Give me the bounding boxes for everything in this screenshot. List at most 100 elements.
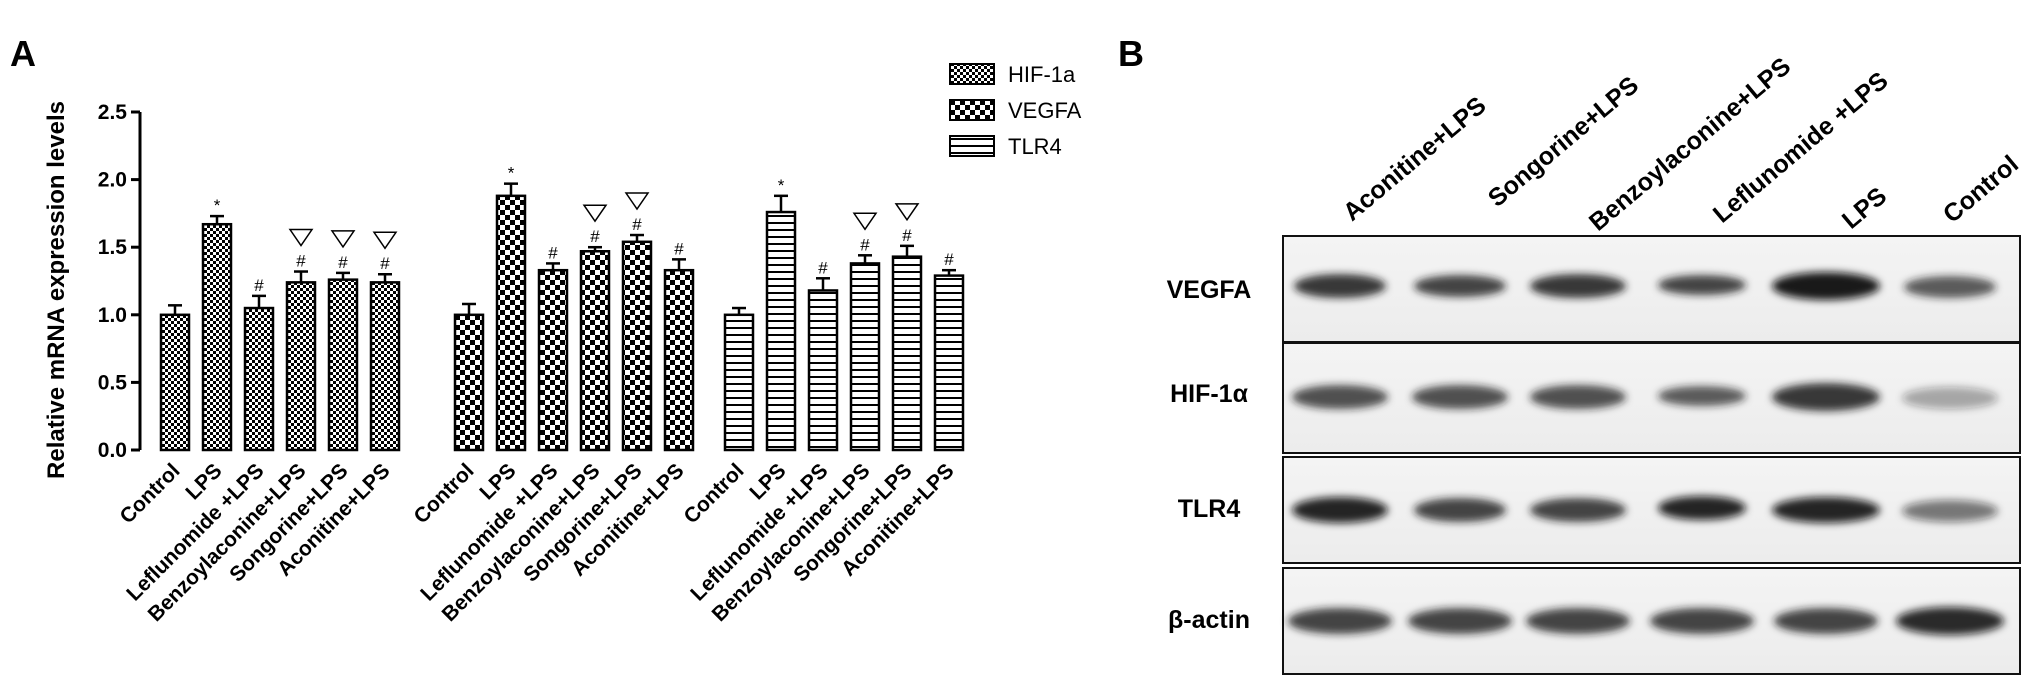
triangle-marker xyxy=(624,192,650,211)
panel-a-legend: HIF-1a VEGFA TLR4 xyxy=(949,62,1082,159)
blot-band xyxy=(1530,385,1626,409)
significance-marker: # xyxy=(944,250,954,269)
legend-swatch xyxy=(949,135,995,157)
bar xyxy=(933,274,965,452)
triangle-marker xyxy=(372,231,398,250)
blot-row-label: TLR4 xyxy=(1178,495,1241,523)
y-tick-label: 0.0 xyxy=(98,439,127,462)
y-tick-label: 2.0 xyxy=(98,169,127,192)
significance-marker: # xyxy=(902,226,912,245)
triangle-marker xyxy=(330,230,356,249)
blot-lane-label: Aconitine+LPS xyxy=(1338,91,1492,226)
blot-band xyxy=(1658,386,1746,406)
blot-band xyxy=(1658,496,1746,520)
significance-marker: # xyxy=(590,227,600,246)
blot-row-tlr4: TLR4 xyxy=(1178,456,2021,564)
panel-a-axes: 0.0 0.5 1.0 1.5 2.0 2.5 xyxy=(98,101,142,462)
blot-band xyxy=(1414,498,1506,522)
y-tick-label: 0.5 xyxy=(98,371,128,394)
significance-marker: # xyxy=(632,215,642,234)
legend-label: TLR4 xyxy=(1008,134,1062,159)
bar xyxy=(663,268,695,452)
bar xyxy=(723,313,755,452)
category-label: Control xyxy=(679,459,748,528)
significance-marker: * xyxy=(508,164,515,183)
triangle-marker xyxy=(894,203,920,222)
blot-lane-label: Control xyxy=(1938,150,2024,229)
blot-band xyxy=(1288,608,1392,634)
bar xyxy=(243,306,275,452)
blot-band xyxy=(1772,272,1880,300)
significance-marker: # xyxy=(296,252,306,271)
triangle-marker xyxy=(852,212,878,231)
legend-label: HIF-1a xyxy=(1008,62,1076,87)
blot-membrane xyxy=(1282,342,2021,454)
panel-a-letter: A xyxy=(10,33,36,74)
bar xyxy=(579,250,611,452)
y-tick-label: 2.5 xyxy=(98,101,128,124)
significance-marker: # xyxy=(254,276,264,295)
significance-marker: # xyxy=(674,239,684,258)
triangle-marker xyxy=(288,228,314,247)
bar xyxy=(201,222,233,452)
triangle-marker xyxy=(582,204,608,223)
significance-marker: # xyxy=(338,253,348,272)
blot-row-label: HIF-1α xyxy=(1170,380,1249,408)
blot-membrane xyxy=(1282,235,2021,343)
blot-lane-label: LPS xyxy=(1837,182,1892,235)
blot-row-hif1a: HIF-1α xyxy=(1170,342,2021,454)
y-axis-title: Relative mRNA expression levels xyxy=(43,101,70,479)
y-tick-label: 1.0 xyxy=(98,304,127,327)
blot-band xyxy=(1408,608,1512,634)
blot-membrane xyxy=(1282,456,2021,564)
blot-row-label: β-actin xyxy=(1168,606,1250,634)
significance-marker: # xyxy=(860,235,870,254)
bar xyxy=(765,210,797,452)
blot-band xyxy=(1292,385,1388,409)
panel-a-bars: * # # # # * # # # # * # # # # xyxy=(159,164,965,452)
blot-band xyxy=(1658,275,1746,295)
significance-marker: * xyxy=(778,176,785,195)
legend-swatch xyxy=(949,99,995,121)
blot-band xyxy=(1530,498,1626,522)
panel-b-letter: B xyxy=(1118,33,1144,74)
blot-band xyxy=(1902,500,1998,522)
blot-band xyxy=(1902,387,1998,409)
category-label: Control xyxy=(409,459,478,528)
blot-row-label: VEGFA xyxy=(1167,276,1252,304)
blot-band xyxy=(1896,607,2004,635)
significance-marker: # xyxy=(818,258,828,277)
bar xyxy=(453,313,485,452)
blot-band xyxy=(1772,383,1880,411)
bar xyxy=(891,255,923,452)
bar xyxy=(369,281,401,452)
bar xyxy=(327,278,359,452)
blot-band xyxy=(1650,608,1754,634)
blot-band xyxy=(1412,385,1508,409)
blot-row-beta-actin: β-actin xyxy=(1168,567,2021,675)
bar xyxy=(159,313,191,452)
blot-band xyxy=(1526,608,1630,634)
significance-marker: # xyxy=(380,254,390,273)
blot-lane-labels: Aconitine+LPS Songorine+LPS Benzoylaconi… xyxy=(1338,52,2024,236)
bar xyxy=(849,262,881,452)
bar xyxy=(285,281,317,452)
significance-marker: # xyxy=(548,243,558,262)
bar xyxy=(537,268,569,452)
significance-marker: * xyxy=(214,196,221,215)
blot-band xyxy=(1530,274,1626,298)
blot-band xyxy=(1294,274,1386,298)
blot-band xyxy=(1292,497,1388,523)
blot-band xyxy=(1904,276,1996,298)
blot-band xyxy=(1774,608,1878,634)
bar xyxy=(807,289,839,452)
blot-band xyxy=(1414,275,1506,297)
category-label: Control xyxy=(115,459,184,528)
blot-row-vegfa: VEGFA xyxy=(1167,235,2021,343)
bar xyxy=(621,240,653,452)
legend-swatch xyxy=(949,63,995,85)
legend-label: VEGFA xyxy=(1008,98,1082,123)
bar xyxy=(495,194,527,452)
